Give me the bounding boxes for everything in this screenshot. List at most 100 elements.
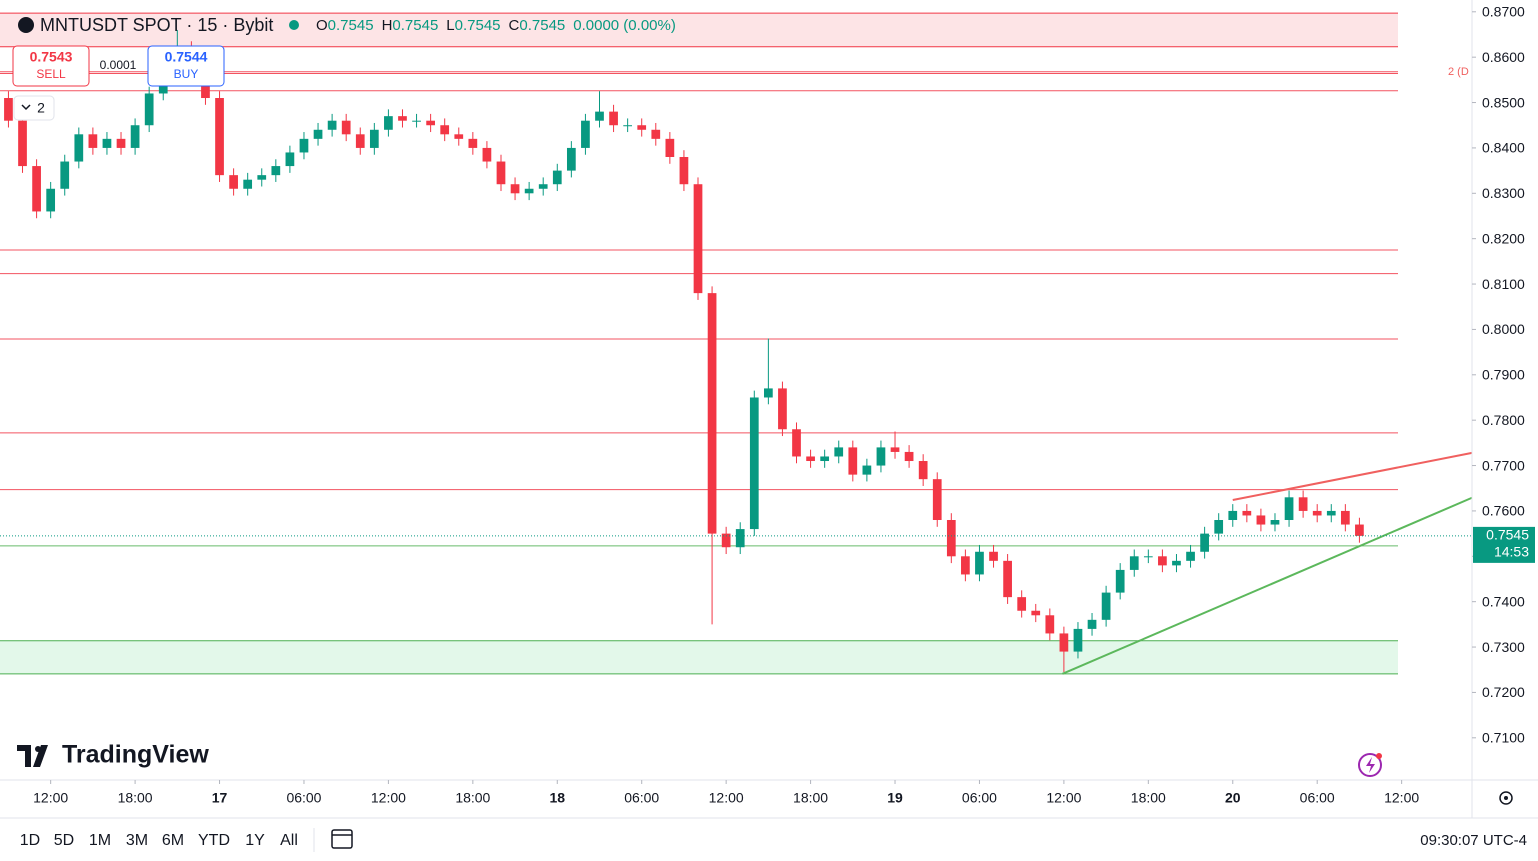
candle-body — [749, 397, 759, 530]
x-tick-label: 18:00 — [1131, 790, 1166, 806]
settings-button[interactable] — [1499, 791, 1513, 805]
candle-body — [271, 166, 281, 176]
y-tick-label: 0.7300 — [1482, 639, 1525, 655]
candle-body — [1326, 510, 1336, 516]
y-tick-label: 0.8500 — [1482, 94, 1525, 110]
candle-body — [1214, 520, 1224, 534]
candle-body — [1172, 560, 1181, 566]
candle-body — [313, 129, 323, 139]
candle-body — [862, 465, 872, 475]
trendline — [1232, 451, 1473, 502]
candle-body — [595, 111, 604, 121]
candle-body — [4, 98, 13, 121]
candle-body — [961, 556, 970, 575]
legend-key: O — [316, 17, 328, 34]
candle-body — [538, 184, 548, 189]
legend-value: 0.7545 — [392, 17, 438, 34]
range-button[interactable]: 1Y — [245, 832, 265, 849]
candle-body — [904, 451, 914, 462]
candle-body — [482, 147, 492, 162]
lightning-button[interactable] — [1358, 753, 1382, 777]
last-price-label: 0.7545 — [1486, 527, 1529, 543]
candle-body — [946, 520, 956, 557]
x-tick-label: 06:00 — [962, 790, 997, 806]
candle-body — [1242, 510, 1252, 516]
candle-body — [918, 461, 928, 480]
sell-label: SELL — [36, 67, 66, 81]
candle-body — [1270, 520, 1280, 525]
trendline — [1062, 496, 1473, 675]
x-tick-label: 17 — [212, 790, 228, 806]
candle-body — [229, 175, 238, 189]
candle-body — [1186, 551, 1195, 561]
candle-body — [1312, 510, 1322, 516]
candle-body — [116, 138, 126, 148]
candle-body — [890, 447, 900, 452]
x-tick-label: 06:00 — [624, 790, 659, 806]
candle-body — [412, 120, 421, 122]
candle-body — [834, 447, 844, 457]
indicators-toggle[interactable] — [13, 95, 55, 121]
last-price-badge — [1473, 526, 1535, 563]
candle-body — [1158, 556, 1167, 566]
candle-body — [721, 533, 731, 548]
candle-body — [679, 156, 689, 185]
x-tick-label: 18 — [549, 790, 565, 806]
range-button[interactable]: All — [280, 832, 298, 849]
candle-body — [1129, 556, 1139, 570]
candle-body — [552, 170, 562, 185]
candle-body — [130, 125, 140, 148]
status-dot — [289, 20, 299, 30]
legend-key: H — [382, 17, 393, 34]
buy-price: 0.7544 — [165, 49, 208, 65]
symbol-icon — [18, 17, 34, 33]
candle-body — [665, 138, 675, 157]
candle-body — [1059, 633, 1069, 652]
settings-center — [1504, 796, 1508, 800]
range-button[interactable]: 1M — [89, 832, 111, 849]
y-tick-label: 0.8300 — [1482, 185, 1525, 201]
zone — [0, 13, 1398, 47]
candle-body — [1073, 628, 1083, 652]
y-tick-label: 0.8700 — [1482, 4, 1525, 20]
x-tick-label: 18:00 — [455, 790, 490, 806]
range-button[interactable]: 6M — [162, 832, 184, 849]
drawing-label: 2 (D — [1448, 66, 1469, 78]
range-button[interactable]: 3M — [126, 832, 148, 849]
candle-body — [651, 129, 661, 139]
sell-price: 0.7543 — [30, 49, 73, 65]
y-tick-label: 0.8100 — [1482, 276, 1525, 292]
range-button[interactable]: YTD — [198, 832, 230, 849]
range-button[interactable]: 5D — [54, 832, 74, 849]
candle-body — [1228, 510, 1238, 520]
sell-button[interactable] — [12, 45, 90, 87]
candle-body — [1115, 569, 1125, 593]
candle-body — [1298, 497, 1308, 511]
x-tick-label: 06:00 — [286, 790, 321, 806]
y-tick-label: 0.7700 — [1482, 457, 1525, 473]
y-tick-label: 0.8600 — [1482, 49, 1525, 65]
candle-body — [60, 161, 70, 189]
legend-key: C — [509, 17, 520, 34]
x-tick-label: 12:00 — [1384, 790, 1419, 806]
axes: 0.8700 0.8600 0.8500 0.8400 0.8300 0.8200 0.81… — [33, 4, 1535, 806]
buy-button[interactable] — [147, 45, 225, 87]
candle-body — [384, 116, 393, 130]
x-tick-label: 18:00 — [793, 790, 828, 806]
candle-body — [1101, 592, 1111, 620]
x-tick-label: 18:00 — [118, 790, 153, 806]
candle-body — [1340, 510, 1350, 525]
y-tick-label: 0.7400 — [1482, 593, 1525, 609]
candle-body — [257, 175, 267, 180]
candle-body — [1017, 597, 1027, 611]
candle-body — [806, 456, 815, 462]
candle-body — [88, 134, 98, 148]
candle-body — [496, 161, 506, 185]
range-button[interactable]: 1D — [20, 832, 40, 849]
y-tick-label: 0.8400 — [1482, 140, 1525, 156]
goto-date-button[interactable] — [331, 829, 353, 849]
symbol[interactable]: MNTUSDT SPOT · 15 · Bybit — [40, 15, 273, 35]
candle-body — [243, 179, 253, 189]
candle-body — [426, 120, 435, 126]
